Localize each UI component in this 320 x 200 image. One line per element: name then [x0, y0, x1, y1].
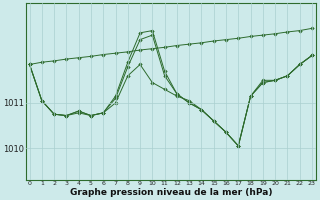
X-axis label: Graphe pression niveau de la mer (hPa): Graphe pression niveau de la mer (hPa) [69, 188, 272, 197]
